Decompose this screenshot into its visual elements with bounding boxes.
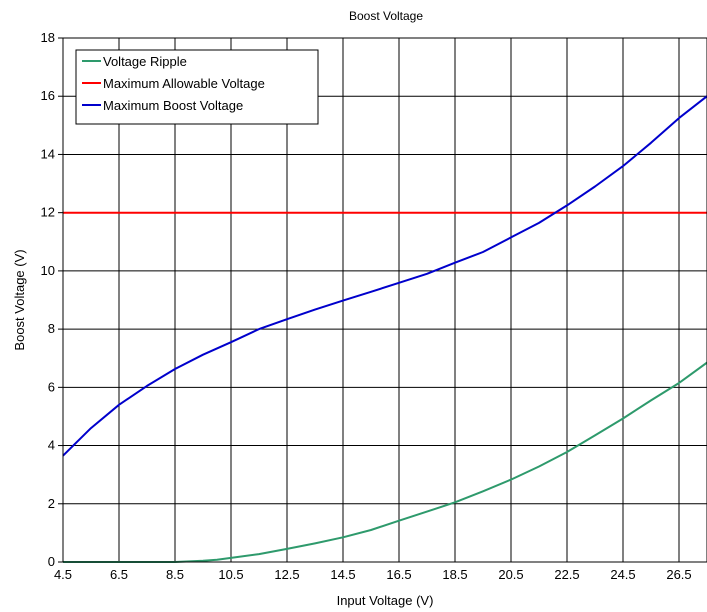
x-tick-label: 26.5 [666,567,691,582]
plot-frame [62,37,707,563]
legend: Voltage Ripple Maximum Allowable Voltage M… [75,49,319,125]
y-tick-label: 12 [41,205,55,220]
x-tick-label: 8.5 [166,567,184,582]
voltage-ripple-line [63,361,707,563]
x-tick-label: 16.5 [386,567,411,582]
x-tick-label: 12.5 [274,567,299,582]
x-tick-label: 6.5 [110,567,128,582]
x-axis-label: Input Voltage (V) [337,593,434,608]
x-tick-label: 24.5 [610,567,635,582]
y-tick-label: 14 [41,146,55,161]
y-tick-label: 4 [48,438,55,453]
y-tick-label: 18 [41,30,55,45]
y-tick-labels: 0 2 4 6 8 10 12 14 16 18 [41,30,55,569]
y-axis-label: Boost Voltage (V) [12,249,27,350]
y-tick-label: 16 [41,88,55,103]
x-tick-label: 14.5 [330,567,355,582]
y-tick-label: 0 [48,554,55,569]
chart-title: Boost Voltage [349,9,423,23]
legend-label: Maximum Boost Voltage [103,98,243,113]
x-tick-label: 4.5 [54,567,72,582]
x-tick-label: 20.5 [498,567,523,582]
maximum-boost-voltage-line [62,95,707,457]
y-tick-label: 8 [48,321,55,336]
x-tick-label: 10.5 [218,567,243,582]
legend-box [75,49,319,125]
legend-label: Voltage Ripple [103,54,187,69]
legend-label: Maximum Allowable Voltage [103,76,265,91]
y-tick-label: 10 [41,263,55,278]
y-tick-label: 6 [48,379,55,394]
x-tick-label: 18.5 [442,567,467,582]
x-tick-label: 22.5 [554,567,579,582]
x-tick-labels: 4.5 6.5 8.5 10.5 12.5 14.5 16.5 18.5 20.5 22.5 24.… [54,567,692,582]
y-tick-label: 2 [48,496,55,511]
